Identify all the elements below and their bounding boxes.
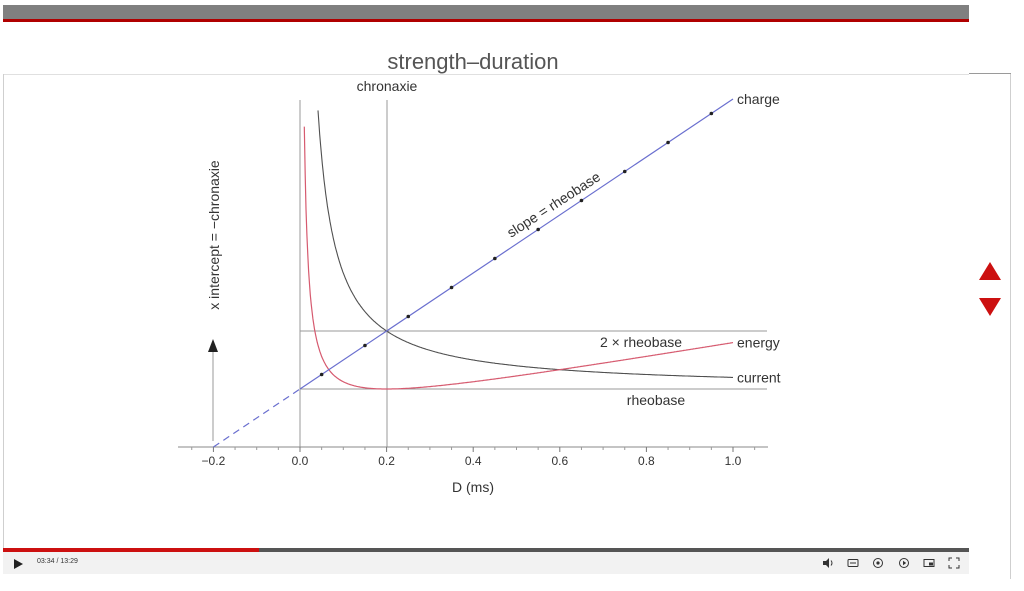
miniplayer-button[interactable]: [923, 557, 935, 569]
settings-icon: [873, 558, 883, 568]
time-separator: /: [56, 558, 59, 565]
charge-line-extrapolation: [213, 388, 301, 448]
x-intercept-annotation: x intercept = −chronaxie: [206, 160, 222, 310]
x-tick-label: 0.6: [551, 454, 568, 468]
play-icon: [14, 559, 23, 569]
series-label-energy: energy: [737, 335, 780, 351]
next-slide-button[interactable]: [978, 297, 1002, 317]
rheobase-label: rheobase: [627, 392, 686, 408]
x-tick-label: 1.0: [725, 454, 742, 468]
charge-marker: [319, 372, 324, 377]
triangle-up-icon: [979, 262, 1001, 280]
series-label-charge: charge: [737, 91, 780, 107]
charge-marker: [363, 343, 367, 348]
play-button[interactable]: [12, 557, 24, 569]
side-panel-border: [1010, 74, 1011, 579]
energy-curve: [303, 126, 734, 390]
autoplay-icon: [899, 558, 909, 568]
seek-bar[interactable]: [3, 548, 969, 552]
charge-line: [299, 98, 734, 390]
fullscreen-icon: [948, 557, 960, 569]
previous-slide-button[interactable]: [978, 261, 1002, 281]
x-tick-label: −0.2: [202, 454, 226, 468]
top-banner: [3, 5, 969, 19]
triangle-down-icon: [979, 298, 1001, 316]
charge-marker: [536, 227, 540, 232]
slide-frame-top: [3, 74, 969, 75]
charge-marker: [709, 111, 714, 116]
charge-marker: [622, 169, 627, 174]
slope-annotation: slope = rheobase: [504, 168, 603, 240]
top-accent-line: [3, 19, 969, 22]
miniplayer-icon: [923, 559, 935, 567]
series-label-current: current: [737, 369, 781, 385]
x-axis-ticks: −0.2 0.0 0.2 0.4 0.6 0.8 1.0: [191, 447, 756, 468]
x-intercept-arrow: [208, 339, 218, 441]
volume-icon: [823, 558, 833, 568]
captions-button[interactable]: [847, 557, 859, 569]
side-panel-divider: [969, 73, 1011, 74]
seek-bar-progress: [3, 548, 259, 552]
x-tick-label: 0.4: [465, 454, 482, 468]
x-tick-label: 0.0: [292, 454, 309, 468]
time-display: 03:34 / 13:29: [37, 558, 78, 565]
current-time: 03:34: [37, 558, 55, 565]
chronaxie-label: chronaxie: [357, 78, 418, 94]
charge-marker: [449, 285, 454, 290]
chart-title: strength–duration: [387, 49, 558, 74]
volume-button[interactable]: [822, 557, 834, 569]
two-rheobase-label: 2 × rheobase: [600, 334, 682, 350]
current-curve: [317, 110, 733, 378]
autoplay-button[interactable]: [898, 557, 910, 569]
slide-frame-left: [3, 74, 4, 554]
charge-marker: [493, 256, 497, 261]
charge-marker: [406, 314, 411, 319]
settings-button[interactable]: [872, 557, 884, 569]
player-controls: 03:34 / 13:29: [3, 552, 969, 574]
x-tick-label: 0.2: [378, 454, 395, 468]
duration: 13:29: [60, 558, 78, 565]
charge-marker: [579, 198, 584, 203]
fullscreen-button[interactable]: [948, 557, 960, 569]
captions-icon: [847, 559, 859, 567]
charge-marker: [666, 140, 670, 145]
x-tick-label: 0.8: [638, 454, 655, 468]
x-axis-title: D (ms): [452, 479, 494, 495]
charge-markers: [319, 111, 714, 377]
